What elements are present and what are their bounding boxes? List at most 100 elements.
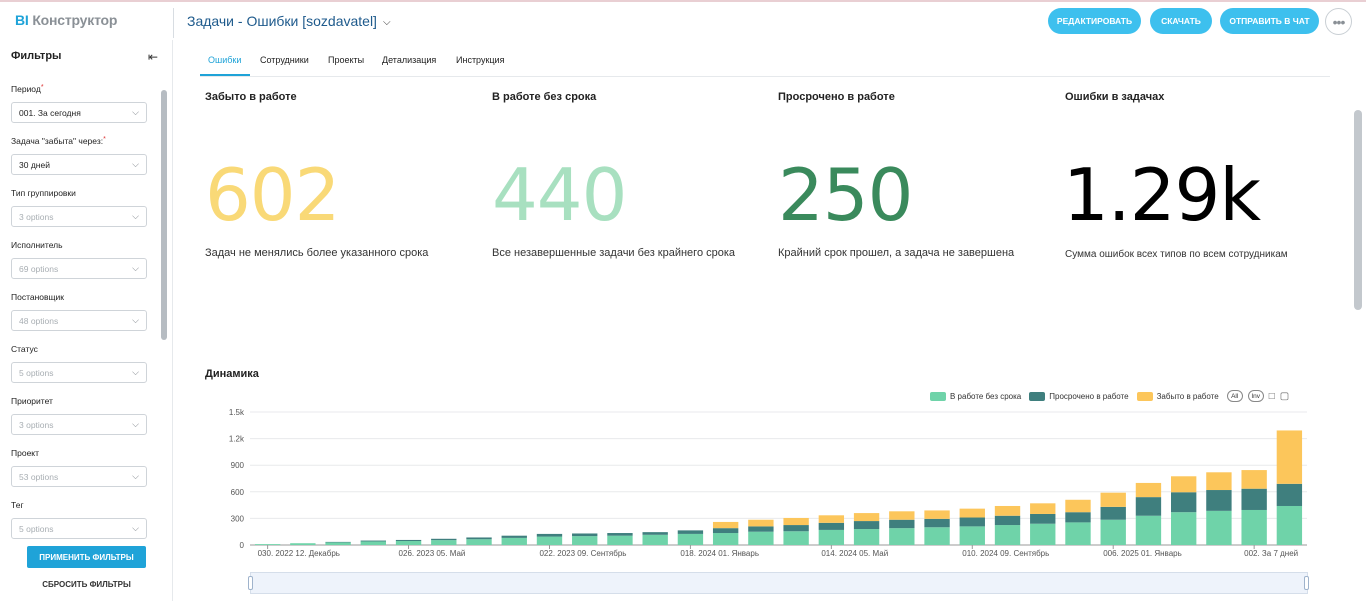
bar-segment[interactable] <box>924 510 950 519</box>
tab-errors[interactable]: Ошибки <box>208 55 242 65</box>
bar-segment[interactable] <box>395 541 422 545</box>
tab-instructions[interactable]: Инструкция <box>456 55 505 65</box>
bar-segment[interactable] <box>254 544 281 545</box>
bar-segment[interactable] <box>924 527 950 545</box>
filter-select[interactable]: 30 дней ⌵ <box>11 154 147 175</box>
bar-segment[interactable] <box>853 529 880 545</box>
bar-segment[interactable] <box>536 536 563 545</box>
zoom-slider-right-handle[interactable] <box>1304 576 1309 590</box>
bar-segment[interactable] <box>994 505 1021 516</box>
tab-projects[interactable]: Проекты <box>328 55 365 65</box>
bar-segment[interactable] <box>466 537 492 540</box>
bar-segment[interactable] <box>1206 510 1232 545</box>
bar-segment[interactable] <box>360 540 387 542</box>
bar-segment[interactable] <box>1170 476 1197 493</box>
legend-item-forgotten[interactable]: Забыто в работе <box>1136 391 1219 401</box>
bar-segment[interactable] <box>572 533 598 537</box>
bar-segment[interactable] <box>501 537 527 545</box>
more-options-icon[interactable]: ••• <box>1325 8 1352 35</box>
bar-segment[interactable] <box>677 530 704 534</box>
filter-select[interactable]: 5 options ⌵ <box>11 362 147 383</box>
apply-filters-button[interactable]: ПРИМЕНИТЬ ФИЛЬТРЫ <box>27 546 146 568</box>
bar-segment[interactable] <box>1206 490 1232 511</box>
legend-all-button[interactable]: All <box>1226 390 1243 402</box>
filter-select[interactable]: 3 options ⌵ <box>11 206 147 227</box>
bar-segment[interactable] <box>818 515 845 523</box>
bar-segment[interactable] <box>431 538 457 541</box>
bar-segment[interactable] <box>1170 512 1197 545</box>
bar-segment[interactable] <box>607 535 633 545</box>
crop-icon[interactable]: □ <box>1268 390 1275 402</box>
legend-item-no-deadline[interactable]: В работе без срока <box>930 391 1021 401</box>
bar-segment[interactable] <box>959 526 985 545</box>
bar-segment[interactable] <box>994 525 1021 545</box>
bar-segment[interactable] <box>642 532 668 535</box>
filter-select[interactable]: 53 options ⌵ <box>11 466 147 487</box>
bar-segment[interactable] <box>924 518 950 528</box>
bar-segment[interactable] <box>677 533 704 545</box>
bar-segment[interactable] <box>959 517 985 527</box>
bar-segment[interactable] <box>1276 430 1303 484</box>
bar-segment[interactable] <box>1135 482 1162 498</box>
send-to-chat-button[interactable]: ОТПРАВИТЬ В ЧАТ <box>1220 8 1319 34</box>
edit-button[interactable]: РЕДАКТИРОВАТЬ <box>1048 8 1141 34</box>
reset-zoom-icon[interactable]: ▢ <box>1279 390 1290 402</box>
bar-segment[interactable] <box>889 511 915 520</box>
bar-segment[interactable] <box>748 526 774 532</box>
bar-segment[interactable] <box>1206 472 1232 491</box>
dashboard-title-selector[interactable]: Задачи - Ошибки [sozdavatel] ⌵ <box>187 13 391 29</box>
bar-segment[interactable] <box>1241 470 1267 489</box>
bar-segment[interactable] <box>1170 492 1197 513</box>
legend-item-overdue[interactable]: Просрочено в работе <box>1029 391 1129 401</box>
bar-segment[interactable] <box>783 531 809 545</box>
bar-segment[interactable] <box>501 535 527 538</box>
bar-segment[interactable] <box>1100 492 1126 507</box>
download-button[interactable]: СКАЧАТЬ <box>1150 8 1212 34</box>
zoom-slider-left-handle[interactable] <box>248 576 253 590</box>
filter-select[interactable]: 69 options ⌵ <box>11 258 147 279</box>
bar-segment[interactable] <box>536 533 563 537</box>
bar-segment[interactable] <box>642 534 668 545</box>
reset-filters-button[interactable]: СБРОСИТЬ ФИЛЬТРЫ <box>42 580 131 589</box>
filter-select[interactable]: 3 options ⌵ <box>11 414 147 435</box>
bar-segment[interactable] <box>889 519 915 529</box>
bar-segment[interactable] <box>1100 506 1126 520</box>
bar-segment[interactable] <box>853 521 880 530</box>
bar-segment[interactable] <box>395 539 422 542</box>
bar-segment[interactable] <box>783 517 809 526</box>
bar-segment[interactable] <box>572 536 598 545</box>
bar-segment[interactable] <box>290 543 316 545</box>
bar-segment[interactable] <box>1030 503 1056 514</box>
bar-segment[interactable] <box>818 529 845 545</box>
bar-segment[interactable] <box>1135 515 1162 545</box>
bar-segment[interactable] <box>1276 483 1303 506</box>
bar-segment[interactable] <box>783 525 809 532</box>
bar-segment[interactable] <box>748 519 774 527</box>
bar-segment[interactable] <box>959 508 985 518</box>
filter-select[interactable]: 001. За сегодня ⌵ <box>11 102 147 123</box>
bar-segment[interactable] <box>1100 519 1126 545</box>
bar-segment[interactable] <box>1241 488 1267 510</box>
bar-segment[interactable] <box>607 533 633 536</box>
bar-segment[interactable] <box>818 522 845 530</box>
bar-segment[interactable] <box>1065 512 1091 523</box>
filter-select[interactable]: 48 options ⌵ <box>11 310 147 331</box>
main-scrollbar[interactable] <box>1354 110 1362 310</box>
bar-segment[interactable] <box>1065 522 1091 545</box>
filter-select[interactable]: 5 options ⌵ <box>11 518 147 539</box>
tab-employees[interactable]: Сотрудники <box>260 55 309 65</box>
bar-segment[interactable] <box>712 533 739 545</box>
zoom-slider-track[interactable] <box>250 572 1308 594</box>
bar-segment[interactable] <box>1030 523 1056 545</box>
collapse-sidebar-icon[interactable]: ⇤ <box>148 50 159 64</box>
bar-segment[interactable] <box>712 528 739 534</box>
bar-segment[interactable] <box>1030 513 1056 524</box>
bar-segment[interactable] <box>712 521 739 529</box>
tab-details[interactable]: Детализация <box>382 55 437 65</box>
bar-segment[interactable] <box>853 513 880 522</box>
bar-segment[interactable] <box>466 539 492 545</box>
bar-segment[interactable] <box>1241 509 1267 545</box>
bar-segment[interactable] <box>994 515 1021 526</box>
bar-segment[interactable] <box>1135 497 1162 516</box>
legend-invert-button[interactable]: Inv <box>1247 390 1264 402</box>
